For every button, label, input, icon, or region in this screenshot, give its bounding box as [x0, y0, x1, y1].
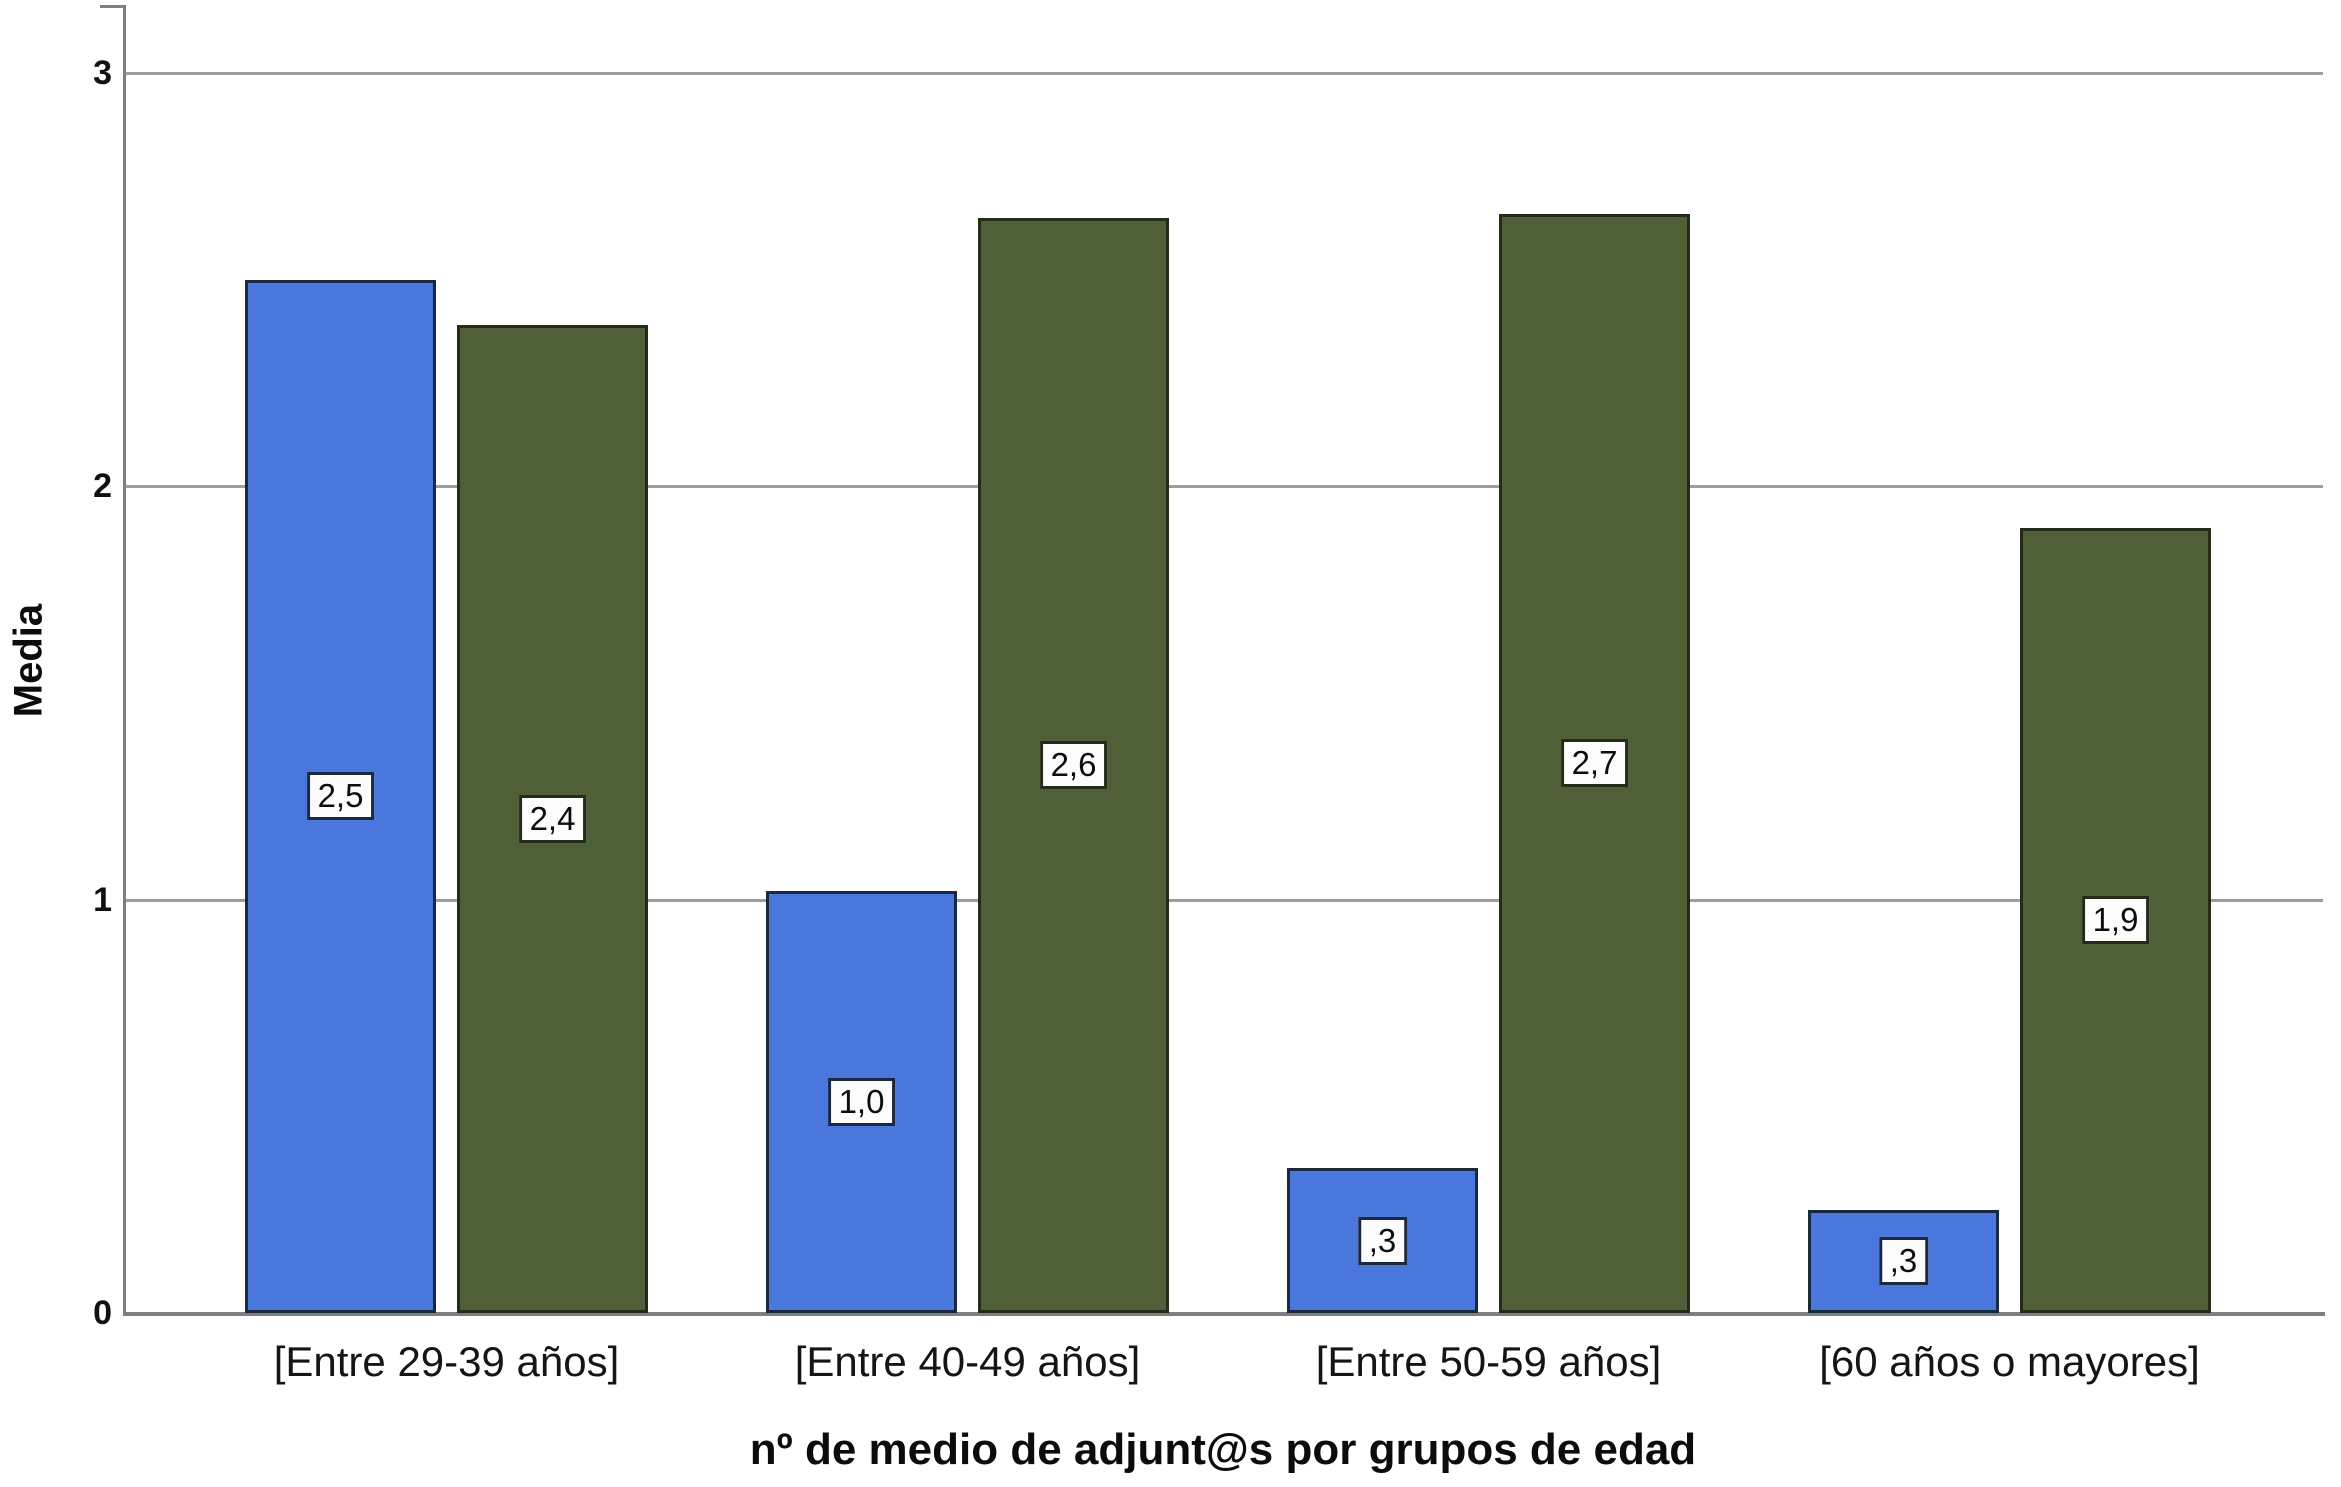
value-label-blue-1: 2,5 — [306, 772, 375, 821]
y-axis-line — [123, 5, 126, 1313]
bar-blue-3 — [1287, 1168, 1478, 1313]
category-label-1: [Entre 29-39 años] — [273, 1338, 620, 1385]
y-tick-label: 1 — [93, 880, 112, 919]
y-tick-label: 2 — [93, 467, 112, 506]
bar-blue-4 — [1808, 1209, 1999, 1313]
x-axis-line — [123, 1312, 2325, 1316]
y-gridline — [123, 898, 2323, 902]
category-label-2: [Entre 40-49 años] — [794, 1338, 1141, 1385]
value-label-green-4: 1,9 — [2081, 896, 2150, 945]
value-label-green-2: 2,6 — [1039, 741, 1108, 790]
value-label-green-3: 2,7 — [1560, 739, 1629, 788]
y-tick-label: 3 — [93, 54, 112, 92]
value-label-blue-2: 1,0 — [827, 1078, 896, 1127]
category-label-3: [Entre 50-59 años] — [1315, 1338, 1662, 1385]
y-axis-top-tick — [100, 5, 123, 8]
y-axis-title: Media — [6, 603, 51, 718]
y-gridline — [123, 485, 2323, 489]
bar-blue-2 — [766, 891, 957, 1313]
category-label-4: [60 años o mayores] — [1819, 1338, 2200, 1385]
y-tick-label: 0 — [93, 1294, 112, 1332]
value-label-green-1: 2,4 — [518, 795, 587, 844]
value-label-blue-3: ,3 — [1357, 1216, 1408, 1265]
x-axis-title: nº de medio de adjunt@s por grupos de ed… — [749, 1425, 1697, 1474]
value-label-blue-4: ,3 — [1878, 1237, 1929, 1286]
y-gridline — [123, 72, 2323, 75]
